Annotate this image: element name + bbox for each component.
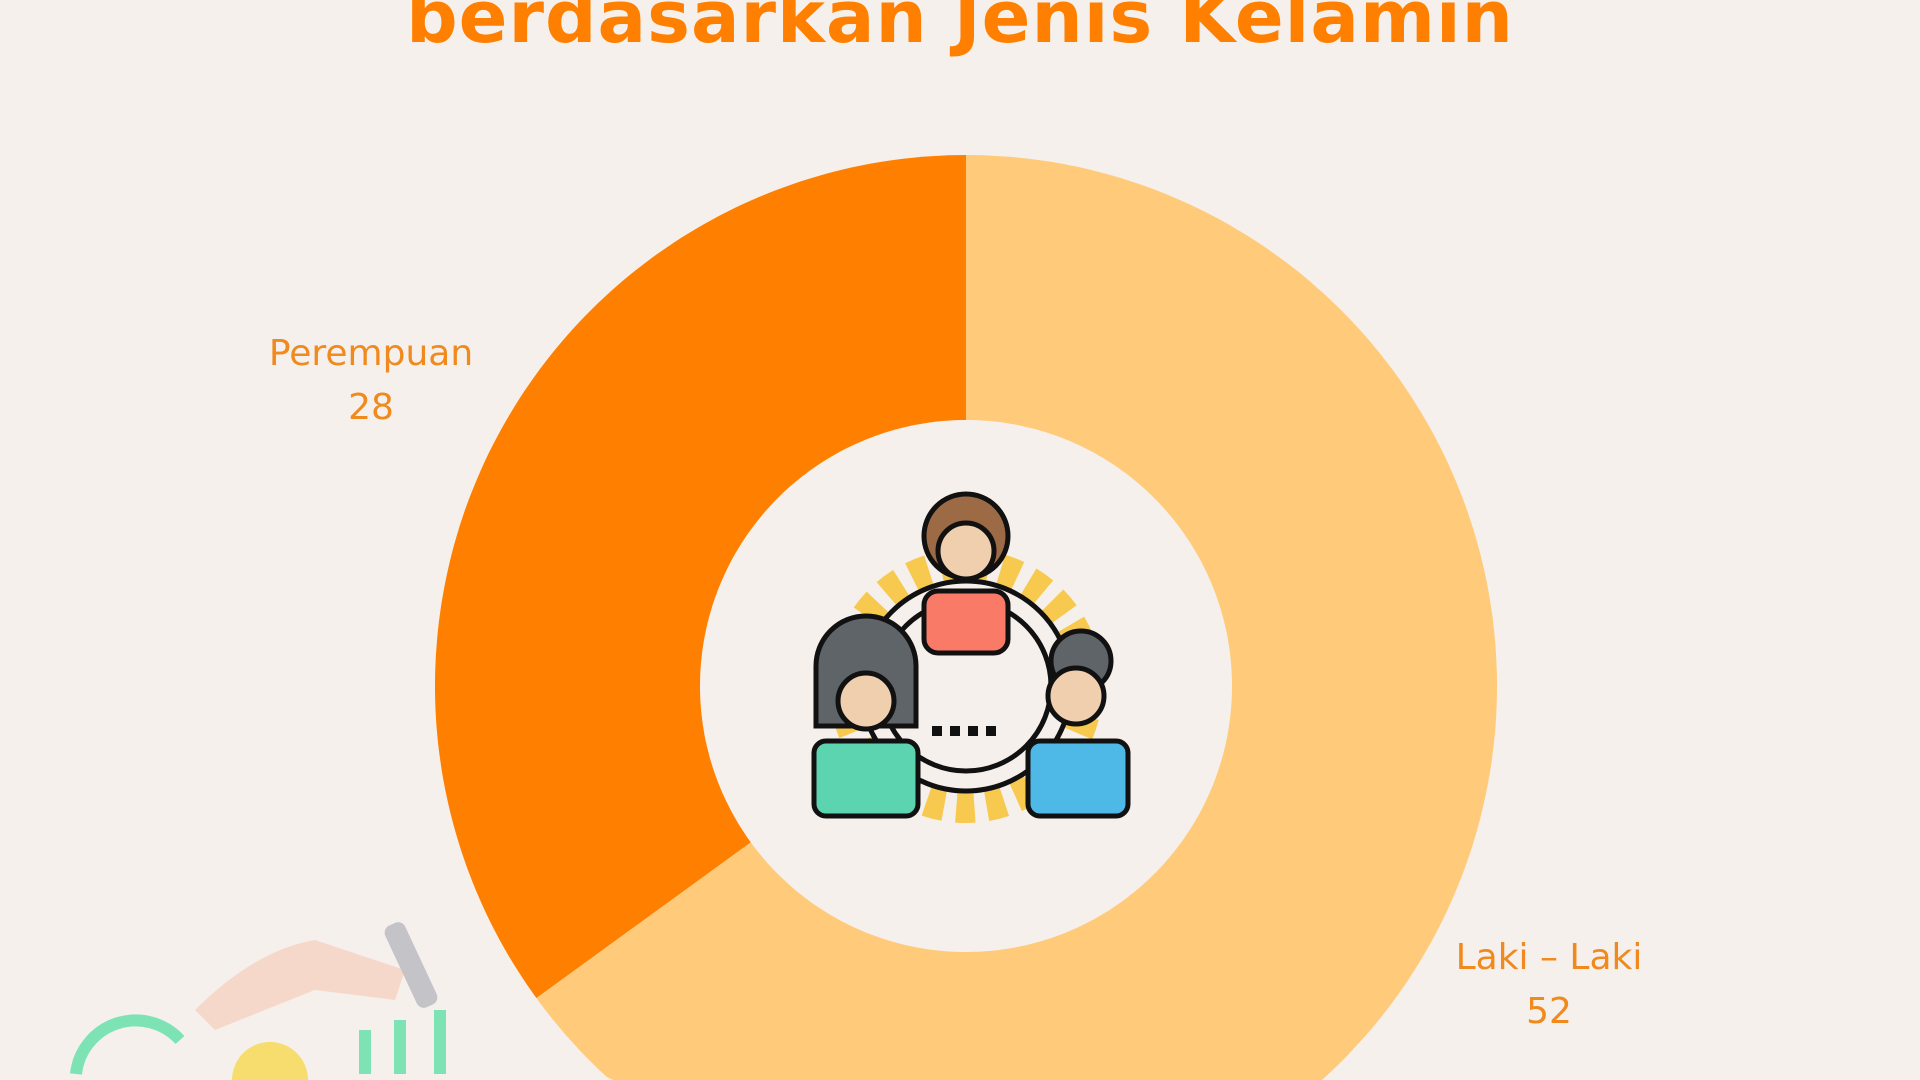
label-laki-laki-value: 52	[1526, 991, 1572, 1032]
label-perempuan: Perempuan 28	[221, 327, 521, 435]
label-perempuan-name: Perempuan	[268, 333, 474, 374]
label-laki-laki-name: Laki – Laki	[1455, 937, 1643, 978]
slice-perempuan	[435, 155, 966, 999]
hand-growth-icon	[70, 922, 446, 1080]
chart-title: berdasarkan Jenis Kelamin	[406, 0, 1514, 59]
label-perempuan-value: 28	[348, 387, 394, 428]
label-laki-laki: Laki – Laki 52	[1399, 931, 1699, 1039]
slice-laki-laki	[536, 155, 1497, 1080]
team-gear-icon	[811, 491, 1131, 823]
